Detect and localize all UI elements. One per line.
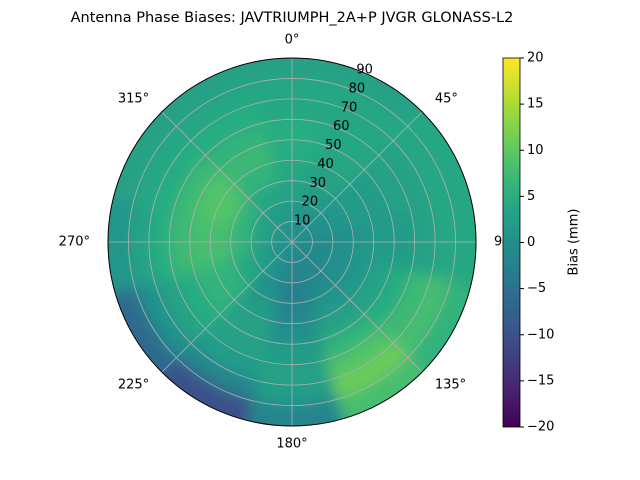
colorbar-tick-label: 5 bbox=[527, 189, 535, 204]
colorbar-tick-label: −10 bbox=[527, 327, 554, 342]
colorbar-tick-label: −20 bbox=[527, 420, 554, 435]
theta-tick-label: 45° bbox=[435, 92, 458, 107]
colorbar-label: Bias (mm) bbox=[567, 209, 582, 276]
r-tick-label: 30 bbox=[309, 176, 326, 191]
angular-grid bbox=[161, 111, 293, 243]
angular-grid bbox=[161, 241, 293, 373]
theta-tick-label: 135° bbox=[435, 377, 466, 392]
polar-frame bbox=[107, 57, 477, 427]
r-tick-label: 50 bbox=[325, 138, 342, 153]
axes: 1020304050607080900°45°90135°180°225°270… bbox=[59, 33, 511, 452]
r-tick-label: 60 bbox=[333, 119, 350, 134]
theta-tick-label: 180° bbox=[276, 437, 307, 452]
angular-grid bbox=[291, 111, 423, 243]
angular-grid bbox=[291, 241, 423, 373]
theta-tick-label: 270° bbox=[59, 235, 90, 250]
colorbar-tick-label: 20 bbox=[527, 51, 544, 66]
r-tick-label: 90 bbox=[356, 63, 373, 78]
colorbar-tick-label: 15 bbox=[527, 97, 544, 112]
colorbar bbox=[502, 57, 521, 428]
r-tick-label: 40 bbox=[317, 157, 334, 172]
r-tick-label: 70 bbox=[341, 100, 358, 115]
colorbar-tick-label: −5 bbox=[527, 281, 546, 296]
theta-tick-label: 225° bbox=[118, 377, 149, 392]
r-tick-label: 10 bbox=[294, 214, 311, 229]
theta-tick-label: 0° bbox=[285, 33, 300, 48]
colorbar-tick-label: 0 bbox=[527, 235, 535, 250]
theta-tick-label: 315° bbox=[118, 92, 149, 107]
colorbar-tick-label: −15 bbox=[527, 373, 554, 388]
colorbar-tick-label: 10 bbox=[527, 143, 544, 158]
r-tick-label: 20 bbox=[302, 195, 319, 210]
chart-title: Antenna Phase Biases: JAVTRIUMPH_2A+P JV… bbox=[71, 10, 514, 26]
r-tick-label: 80 bbox=[349, 81, 366, 96]
